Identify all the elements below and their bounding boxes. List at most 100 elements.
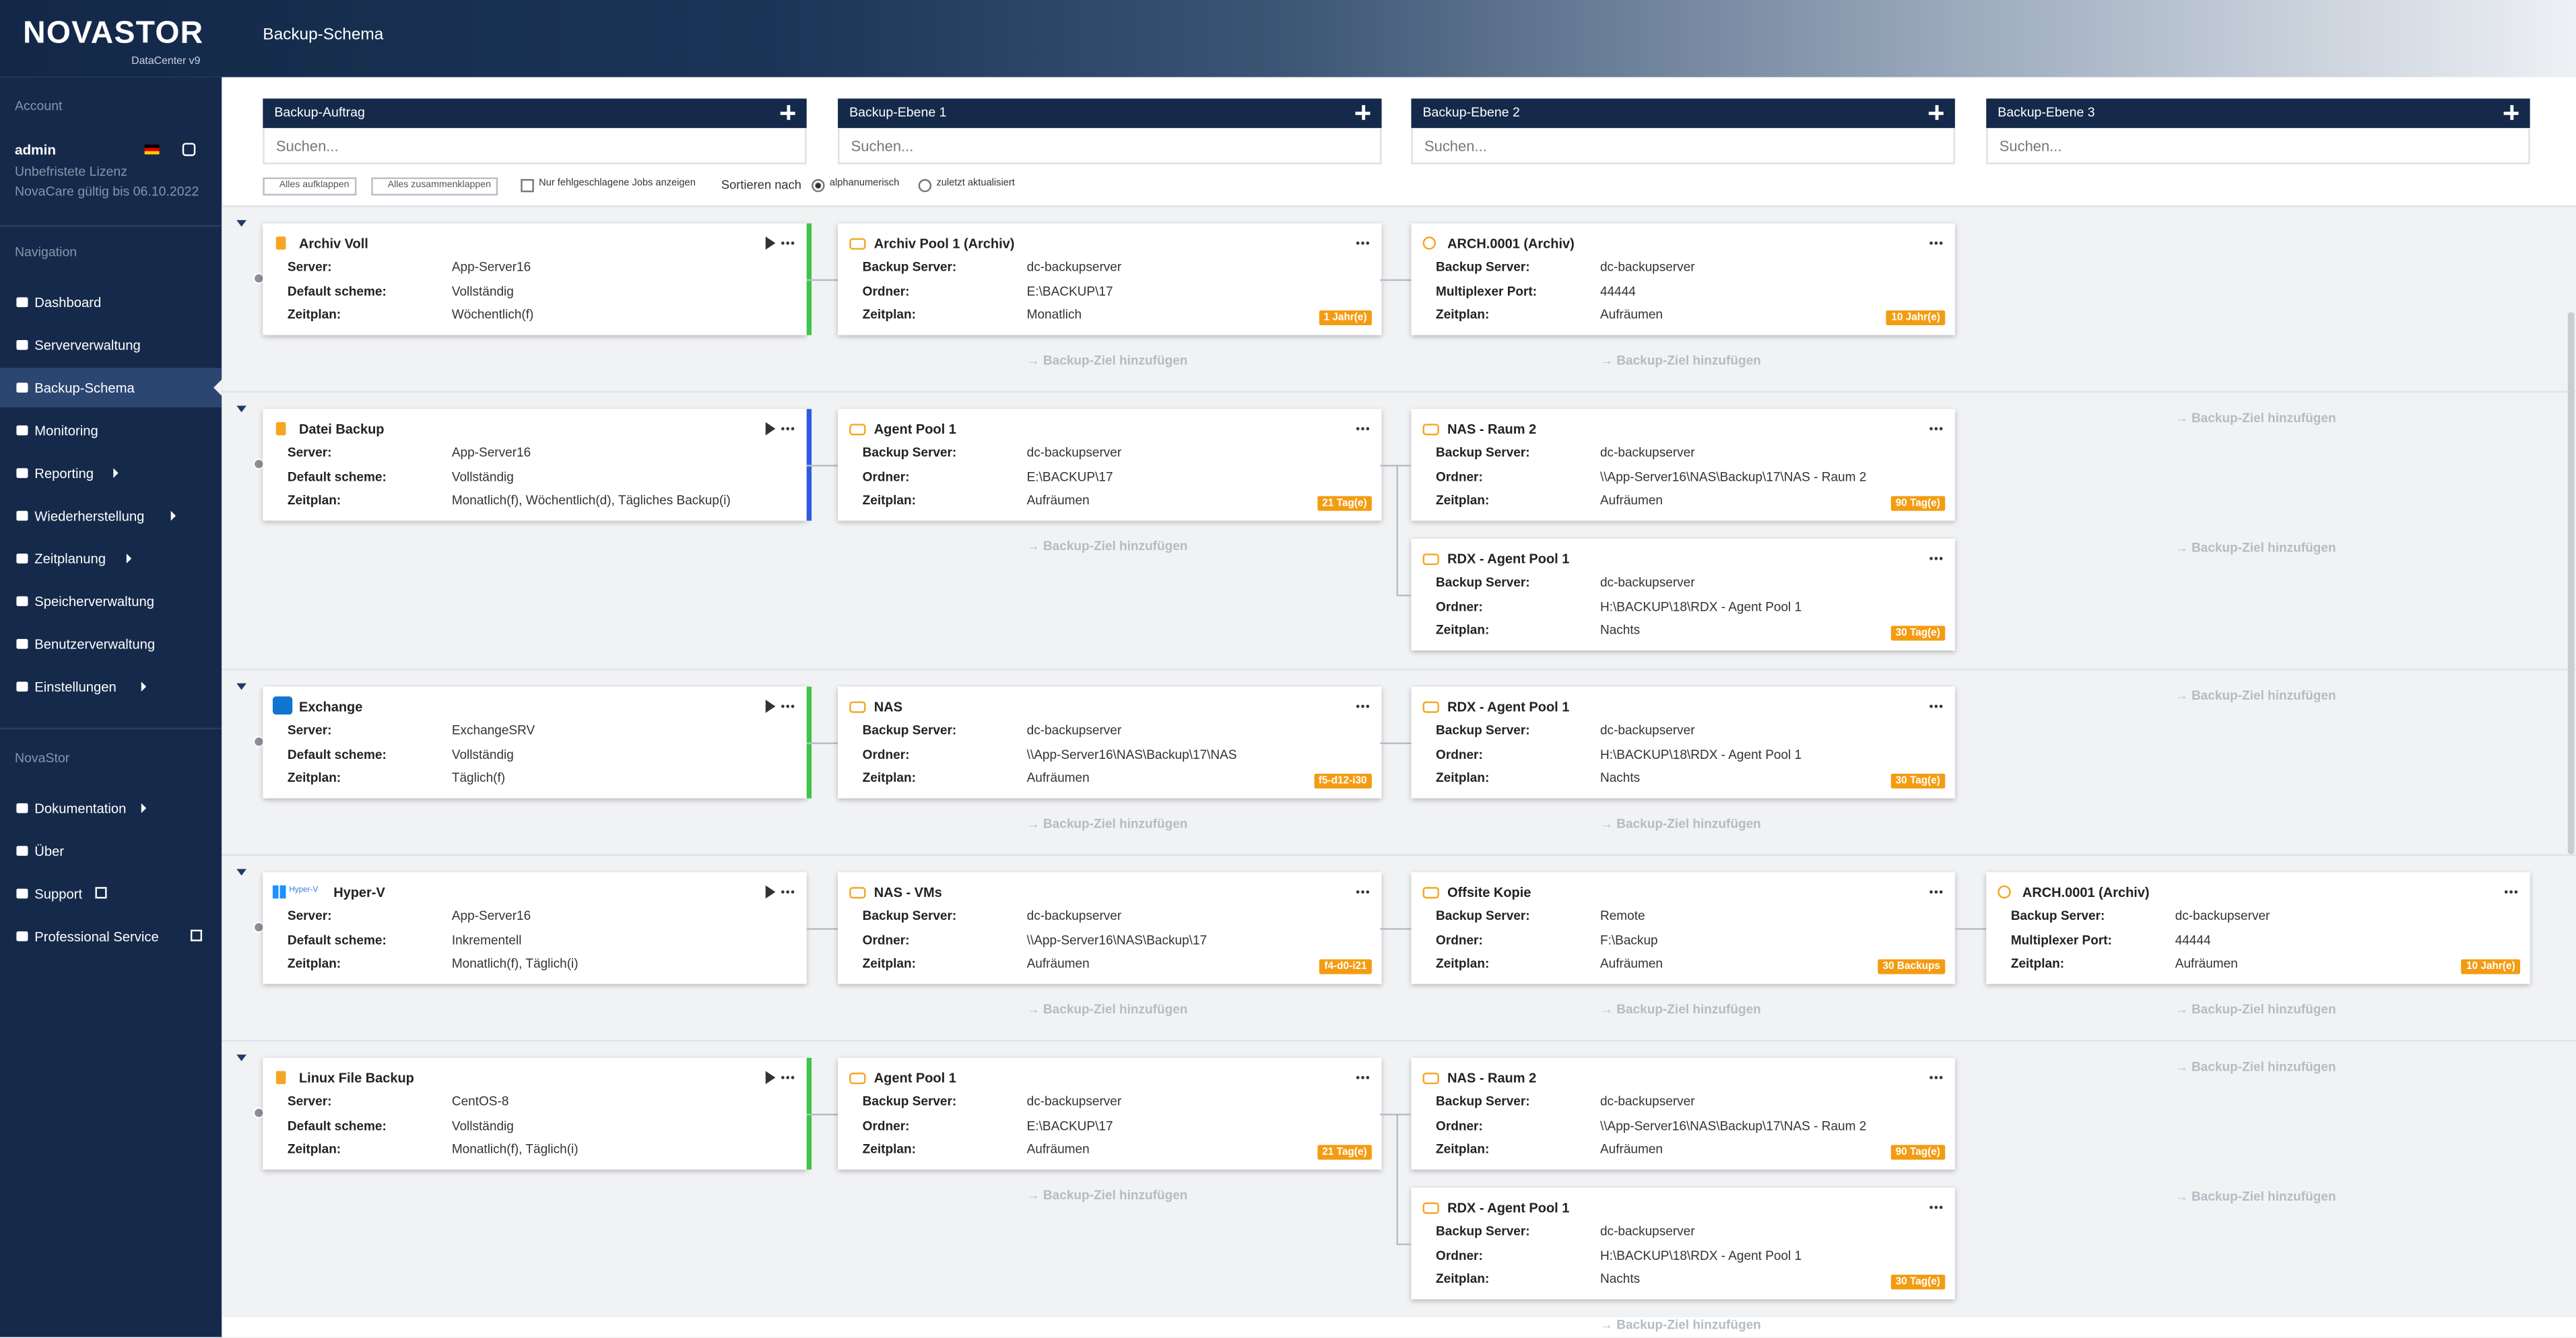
add-target-link[interactable]: → Backup-Ziel hinzufügen <box>1599 816 1761 832</box>
job-card[interactable]: Archiv Voll Server: App-Server16 Default sc… <box>263 223 812 335</box>
more-menu[interactable] <box>1355 427 1370 431</box>
add-target-link[interactable]: → Backup-Ziel hinzufügen <box>1599 1002 1761 1017</box>
field-label: Backup Server: <box>1436 574 1530 590</box>
collapse-toggle[interactable] <box>236 405 246 413</box>
run-button[interactable] <box>765 236 776 250</box>
run-button[interactable] <box>765 885 776 899</box>
more-menu[interactable] <box>780 241 795 245</box>
retention-badge: 10 Jahr(e) <box>1886 310 1946 326</box>
logo[interactable]: NOVASTOR <box>23 16 204 51</box>
target-card[interactable]: ARCH.0001 (Archiv) Backup Server: dc-backu… <box>1986 872 2530 984</box>
add-target-link[interactable]: → Backup-Ziel hinzufügen <box>1026 1187 1188 1203</box>
more-menu[interactable] <box>780 1075 795 1079</box>
nav-item[interactable]: Serververwaltung <box>0 325 222 365</box>
nav-item[interactable]: Dashboard <box>0 283 222 323</box>
language-flag[interactable] <box>144 144 160 155</box>
target-card[interactable]: NAS - Raum 2 Backup Server: dc-backupserve… <box>1411 409 1955 521</box>
target-card[interactable]: RDX - Agent Pool 1 Backup Server: dc-backu… <box>1411 686 1955 799</box>
search-input[interactable]: Suchen... <box>838 128 1382 164</box>
add-target-link[interactable]: → Backup-Ziel hinzufügen <box>1599 353 1761 368</box>
checkbox[interactable] <box>521 178 534 193</box>
nav-item[interactable]: Dokumentation <box>0 789 222 828</box>
card-title: Archiv Voll <box>298 236 368 252</box>
add-button[interactable] <box>2503 105 2519 121</box>
collapse-all-button[interactable]: Alles zusammenklappen <box>371 177 498 196</box>
nav-item[interactable]: Speicherverwaltung <box>0 582 222 622</box>
nav-item[interactable]: Benutzerverwaltung <box>0 624 222 664</box>
more-menu[interactable] <box>1355 1075 1370 1079</box>
logout-icon[interactable] <box>182 143 196 156</box>
add-button[interactable] <box>780 105 795 121</box>
more-menu[interactable] <box>1928 427 1944 431</box>
add-target-link[interactable]: → Backup-Ziel hinzufügen <box>2175 410 2336 426</box>
job-card[interactable]: Datei Backup Server: App-Server16 Default s… <box>263 409 812 521</box>
search-input[interactable]: Suchen... <box>1986 128 2530 164</box>
job-card[interactable]: Hyper-V Hyper-V Server: App-Server16 Default… <box>263 872 807 984</box>
run-button[interactable] <box>765 1071 776 1085</box>
target-card[interactable]: RDX - Agent Pool 1 Backup Server: dc-backu… <box>1411 539 1955 651</box>
collapse-toggle[interactable] <box>236 869 246 876</box>
target-card[interactable]: NAS - VMs Backup Server: dc-backupserver Or… <box>838 872 1382 984</box>
more-menu[interactable] <box>1928 890 1944 894</box>
nav-item[interactable]: Professional Service <box>0 916 222 956</box>
more-menu[interactable] <box>1355 890 1370 894</box>
more-menu[interactable] <box>1928 1205 1944 1209</box>
more-menu[interactable] <box>2503 890 2519 894</box>
nav-item[interactable]: Einstellungen <box>0 667 222 706</box>
nav-item[interactable]: Über <box>0 831 222 871</box>
nav-item[interactable]: Monitoring <box>0 411 222 450</box>
collapse-toggle[interactable] <box>236 683 246 690</box>
more-menu[interactable] <box>1928 704 1944 708</box>
target-card[interactable]: ARCH.0001 (Archiv) Backup Server: dc-backu… <box>1411 223 1955 335</box>
search-input[interactable]: Suchen... <box>263 128 807 164</box>
more-menu[interactable] <box>780 704 795 708</box>
field-value: dc-backupserver <box>1026 259 1122 275</box>
add-target-link[interactable]: → Backup-Ziel hinzufügen <box>1026 353 1188 368</box>
user-name[interactable]: admin <box>14 141 57 158</box>
add-target-link[interactable]: → Backup-Ziel hinzufügen <box>2175 540 2336 556</box>
add-target-link[interactable]: → Backup-Ziel hinzufügen <box>2175 1002 2336 1017</box>
more-menu[interactable] <box>1355 704 1370 708</box>
more-menu[interactable] <box>1928 241 1944 245</box>
target-card[interactable]: RDX - Agent Pool 1 Backup Server: dc-backu… <box>1411 1187 1955 1300</box>
more-menu[interactable] <box>780 427 795 431</box>
more-menu[interactable] <box>1355 241 1370 245</box>
add-target-link[interactable]: → Backup-Ziel hinzufügen <box>2175 688 2336 704</box>
job-card[interactable]: Exchange Server: ExchangeSRV Default scheme… <box>263 686 812 799</box>
add-target-link[interactable]: → Backup-Ziel hinzufügen <box>2175 1059 2336 1075</box>
search-input[interactable]: Suchen... <box>1411 128 1955 164</box>
add-target-link[interactable]: → Backup-Ziel hinzufügen <box>1026 816 1188 832</box>
target-card[interactable]: Agent Pool 1 Backup Server: dc-backupserve… <box>838 1057 1382 1170</box>
target-card[interactable]: NAS Backup Server: dc-backupserver Ordner: \… <box>838 686 1382 799</box>
nav-label: Reporting <box>34 465 94 481</box>
nav-item[interactable]: Wiederherstellung <box>0 496 222 536</box>
more-menu[interactable] <box>1928 556 1944 560</box>
nav-item[interactable]: Support <box>0 874 222 914</box>
radio[interactable] <box>812 178 825 193</box>
radio[interactable] <box>918 178 932 193</box>
nav-icon <box>16 638 28 649</box>
add-target-link[interactable]: → Backup-Ziel hinzufügen <box>1026 1002 1188 1017</box>
expand-all-button[interactable]: Alles aufklappen <box>263 177 356 196</box>
collapse-toggle[interactable] <box>236 220 246 227</box>
run-button[interactable] <box>765 422 776 436</box>
more-menu[interactable] <box>1928 1075 1944 1079</box>
target-card[interactable]: Archiv Pool 1 (Archiv) Backup Server: dc-b… <box>838 223 1382 335</box>
field-label: Zeitplan: <box>862 1141 916 1157</box>
add-target-link[interactable]: → Backup-Ziel hinzufügen <box>1026 539 1188 554</box>
add-button[interactable] <box>1928 105 1944 121</box>
target-card[interactable]: NAS - Raum 2 Backup Server: dc-backupserve… <box>1411 1057 1955 1170</box>
more-menu[interactable] <box>780 890 795 894</box>
add-target-link[interactable]: → Backup-Ziel hinzufügen <box>1599 1317 1761 1333</box>
add-target-link[interactable]: → Backup-Ziel hinzufügen <box>2175 1189 2336 1205</box>
nav-item[interactable]: Backup-Schema <box>0 368 222 407</box>
nav-item[interactable]: Reporting <box>0 453 222 493</box>
collapse-toggle[interactable] <box>236 1055 246 1061</box>
run-button[interactable] <box>765 700 776 713</box>
field-label: Zeitplan: <box>1436 1271 1490 1287</box>
nav-item[interactable]: Zeitplanung <box>0 539 222 578</box>
target-card[interactable]: Offsite Kopie Backup Server: Remote Ordner:… <box>1411 872 1955 984</box>
add-button[interactable] <box>1355 105 1370 121</box>
target-card[interactable]: Agent Pool 1 Backup Server: dc-backupserve… <box>838 409 1382 521</box>
job-card[interactable]: Linux File Backup Server: CentOS-8 Default … <box>263 1057 812 1170</box>
